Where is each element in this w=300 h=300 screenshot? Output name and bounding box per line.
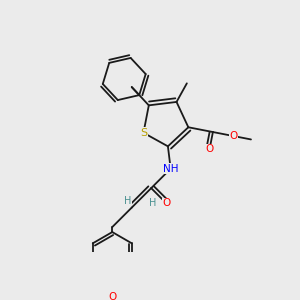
- Text: H: H: [124, 196, 131, 206]
- Text: S: S: [140, 128, 147, 138]
- Text: O: O: [162, 198, 170, 208]
- Text: H: H: [149, 198, 156, 208]
- Text: O: O: [230, 131, 238, 141]
- Text: O: O: [206, 144, 214, 154]
- Text: O: O: [108, 292, 116, 300]
- Text: NH: NH: [163, 164, 178, 174]
